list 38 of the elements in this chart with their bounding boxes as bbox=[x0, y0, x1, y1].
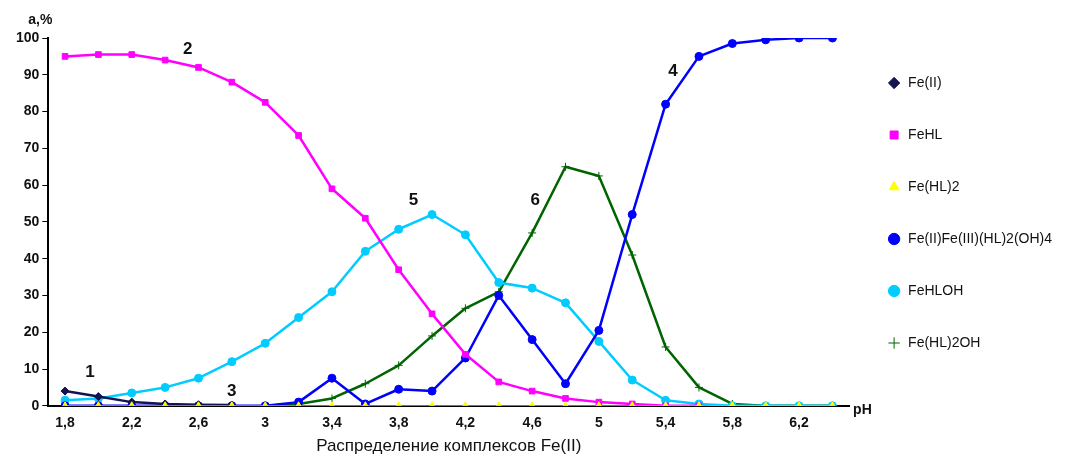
annotation: 5 bbox=[408, 189, 419, 209]
y-axis-title: a,% bbox=[28, 10, 53, 27]
x-tick-label: 1,8 bbox=[55, 414, 75, 431]
x-tick-label: 5,4 bbox=[655, 414, 676, 431]
text: pH bbox=[853, 400, 872, 417]
x-tick-label: 3,4 bbox=[322, 414, 342, 431]
x-tick-label: 6,2 bbox=[789, 414, 809, 431]
y-tick-label: 0 bbox=[31, 396, 40, 413]
y-tick-label: 20 bbox=[23, 323, 40, 340]
y-tick-label: 60 bbox=[23, 175, 40, 192]
y-tick-label: 100 bbox=[16, 28, 40, 45]
annotation: 2 bbox=[182, 38, 193, 58]
legend-label: Fe(II) bbox=[908, 73, 942, 90]
x-tick-label: 3,8 bbox=[388, 414, 409, 431]
y-tick-label: 30 bbox=[23, 286, 40, 303]
y-tick-label: 80 bbox=[23, 102, 40, 119]
annotation: 6 bbox=[530, 189, 540, 209]
annotation: 1 bbox=[85, 362, 95, 382]
legend-label: FeHLOH bbox=[908, 281, 964, 298]
annotation: 4 bbox=[668, 60, 679, 80]
y-tick-label: 90 bbox=[23, 65, 40, 82]
y-tick-label: 50 bbox=[23, 212, 40, 229]
x-tick-label: 4,2 bbox=[455, 414, 476, 431]
y-tick-label: 10 bbox=[23, 359, 40, 376]
x-tick-label: 2,2 bbox=[122, 414, 142, 431]
x-tick-label: 5,8 bbox=[722, 414, 743, 431]
annotation: 3 bbox=[227, 380, 237, 400]
y-tick-label: 70 bbox=[23, 139, 40, 156]
x-tick-label: 3 bbox=[261, 414, 270, 431]
x-tick-label: 5 bbox=[594, 414, 603, 431]
x-tick-label: 2,6 bbox=[188, 414, 209, 431]
x-axis-title: Распределение комплексов Fe(II) bbox=[316, 436, 582, 456]
x-tick-label: 4,6 bbox=[522, 414, 543, 431]
legend-label: FeHL bbox=[908, 125, 943, 142]
legend-label: Fe(HL)2OH bbox=[908, 333, 981, 350]
legend-label: Fe(HL)2 bbox=[908, 177, 960, 194]
legend-label: Fe(II)Fe(III)(HL)2(OH)4 bbox=[908, 229, 1053, 246]
y-tick-label: 40 bbox=[23, 249, 40, 266]
